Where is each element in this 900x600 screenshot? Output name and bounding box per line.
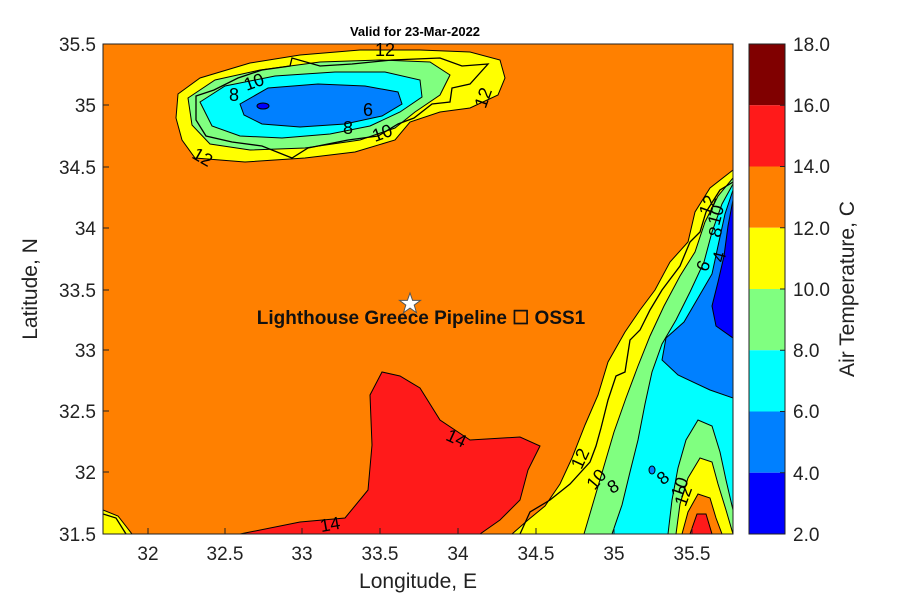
valley-band-14-16	[689, 513, 713, 534]
colorbar-tick-label: 2.0	[793, 525, 819, 546]
x-tick-label: 34	[447, 544, 469, 565]
x-tick-label: 34.5	[518, 544, 555, 565]
colorbar: 18.0 16.0 14.0 12.0 10.0 8.0 6.0 4.0 2.0	[748, 35, 830, 546]
plot-frame	[102, 43, 734, 535]
star-icon	[397, 291, 423, 314]
y-tick-label: 34	[75, 219, 97, 240]
y-tick-label: 32.5	[59, 402, 96, 423]
colorbar-label: Air Temperature, C	[836, 201, 859, 377]
valley-cold-spot	[648, 465, 656, 475]
y-tick-label: 34.5	[59, 158, 96, 179]
sw-coastline	[103, 513, 127, 534]
colorbar-band	[749, 105, 785, 167]
y-tick-label: 35	[75, 96, 96, 117]
map-title: Valid for 23-Mar-2022	[349, 24, 481, 39]
levant-coastline	[519, 181, 733, 534]
land-band-2-4	[711, 199, 733, 339]
y-tick-label: 32	[75, 463, 96, 484]
colorbar-tick-label: 4.0	[793, 464, 819, 485]
x-tick-label: 32	[137, 544, 158, 565]
x-tick-label: 35	[603, 544, 624, 565]
colorbar-tick-label: 12.0	[793, 219, 830, 240]
colorbar-tick-label: 16.0	[793, 96, 830, 117]
colorbar-band	[749, 227, 785, 289]
y-tick-label: 31.5	[59, 525, 96, 546]
contour-label: 8	[229, 85, 239, 105]
contour-label: 14	[318, 513, 341, 536]
colorbar-tick-label: 8.0	[793, 341, 819, 362]
colorbar-band	[749, 411, 785, 473]
x-tick-label: 33.5	[362, 544, 399, 565]
y-tick-label: 33	[75, 341, 96, 362]
colorbar-tick-label: 6.0	[793, 402, 819, 423]
colorbar-tick-label: 10.0	[793, 280, 830, 301]
contour-label: 12	[375, 40, 395, 60]
x-tick-label: 32.5	[207, 544, 244, 565]
colorbar-band	[749, 166, 785, 228]
tick-marks	[103, 43, 693, 535]
x-tick-label: 33	[291, 544, 312, 565]
contour-label: 4	[708, 249, 730, 264]
colorbar-band	[749, 44, 785, 106]
colorbar-band	[749, 350, 785, 412]
x-tick-labels: 32 32.5 33 33.5 34 34.5 35 35.5	[137, 544, 710, 565]
contour-label: 6	[363, 100, 373, 120]
site-label: Lighthouse Greece Pipeline ☐ OSS1	[257, 308, 586, 329]
y-tick-label: 35.5	[59, 35, 96, 56]
land-band-4-6	[661, 189, 733, 399]
colorbar-tick-label: 18.0	[793, 35, 830, 56]
cyprus-band-4-6	[239, 83, 403, 128]
x-axis-label: Longitude, E	[359, 570, 477, 593]
site-marker[interactable]	[397, 291, 423, 314]
contour-label: 8	[343, 118, 353, 138]
map-plot-area	[103, 44, 733, 534]
colorbar-band	[749, 289, 785, 351]
cyprus-band-2-4	[256, 102, 270, 110]
colorbar-tick-label: 14.0	[793, 157, 830, 178]
y-tick-labels: 35.5 35 34.5 34 33.5 33 32.5 32 31.5	[59, 35, 96, 546]
contour-label: 8	[705, 224, 727, 239]
y-axis-label: Latitude, N	[19, 238, 42, 340]
x-tick-label: 35.5	[674, 544, 711, 565]
y-tick-label: 33.5	[59, 281, 96, 302]
cyprus-coastline	[195, 57, 490, 159]
sea-band-14-16	[239, 371, 541, 534]
colorbar-band	[749, 472, 785, 534]
